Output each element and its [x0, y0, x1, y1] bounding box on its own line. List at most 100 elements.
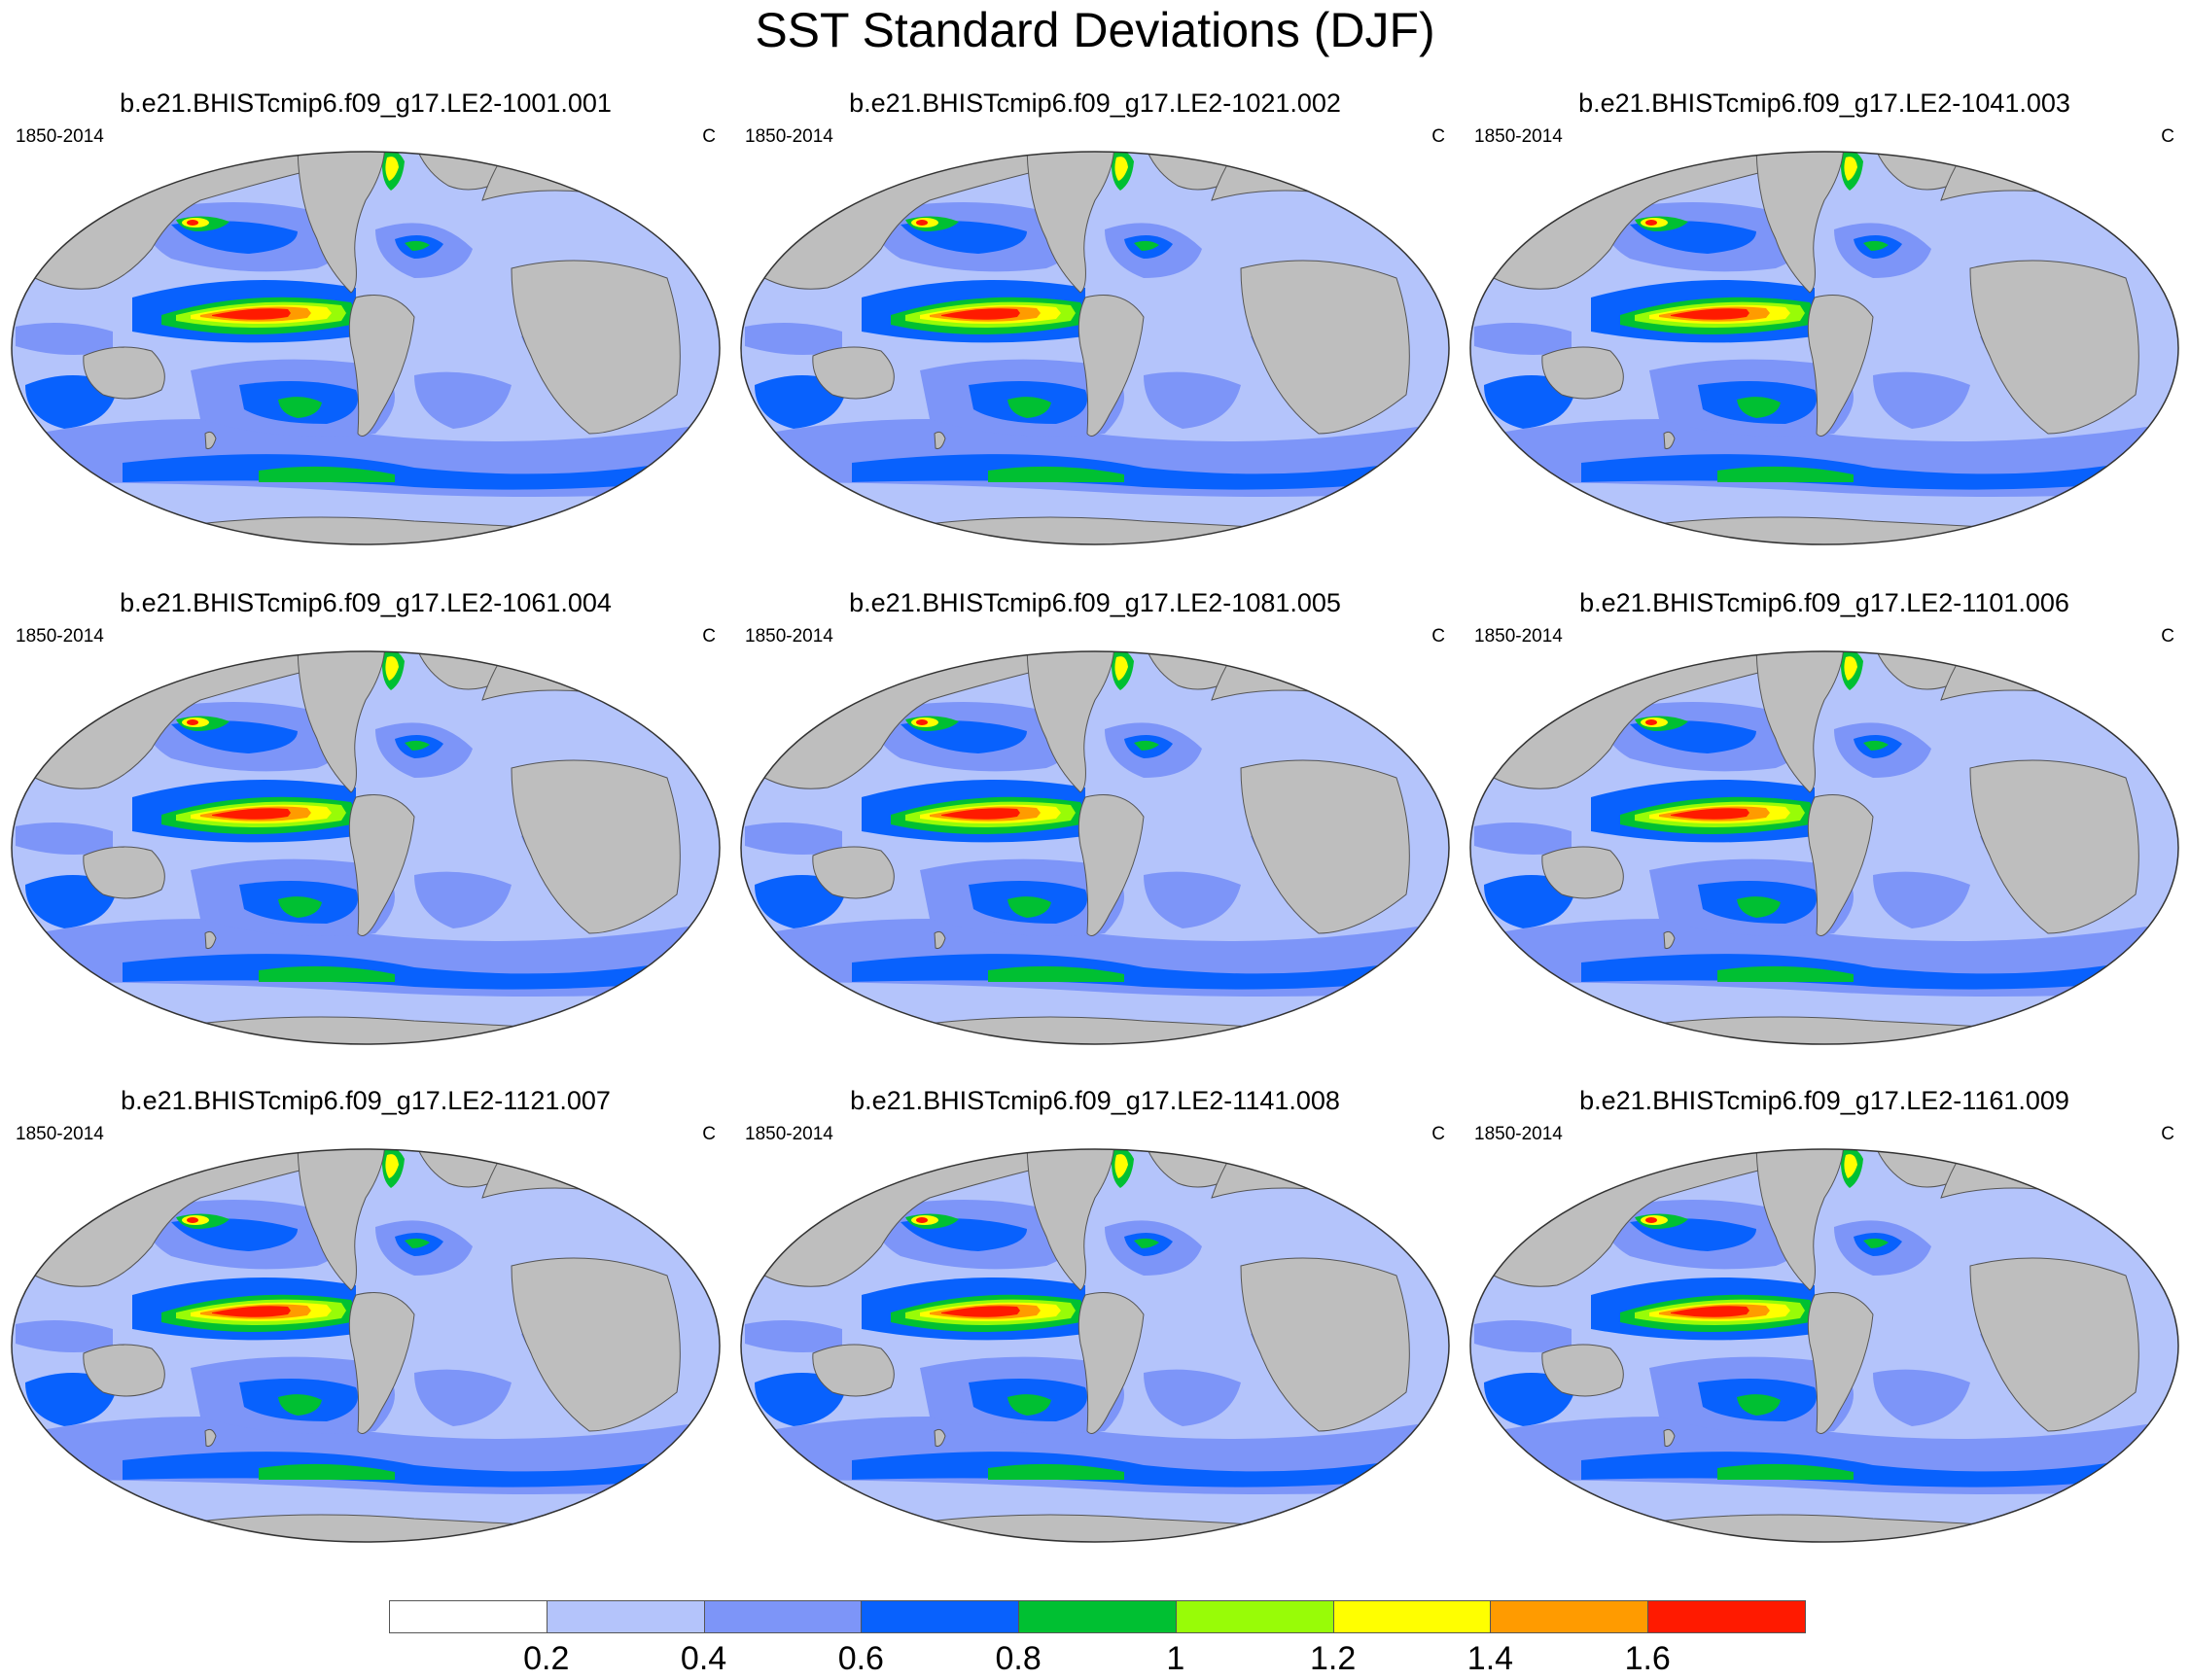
map-panel: b.e21.BHISTcmip6.f09_g17.LE2-1141.008 18… — [735, 1081, 1455, 1548]
southern-ocean-deep — [123, 1452, 667, 1488]
enso-red — [1671, 1306, 1749, 1317]
new-zealand-land — [1663, 930, 1676, 949]
enso-red — [1671, 808, 1749, 820]
enso-red — [212, 808, 291, 820]
enso-red — [941, 808, 1020, 820]
south-pacific-green — [1737, 896, 1781, 918]
gulf-stream-green — [405, 1238, 430, 1248]
gulf-stream-green — [1863, 240, 1889, 251]
australia-land — [812, 1344, 895, 1397]
southern-ocean-green — [1717, 1463, 1854, 1480]
southern-ocean-deep — [1581, 1452, 2126, 1488]
indian-ocean-deep — [755, 875, 847, 928]
gulf-stream-green — [1863, 1238, 1889, 1248]
south-atlantic-mid — [1144, 371, 1241, 429]
colorbar-swatch — [546, 1600, 705, 1633]
gulf-stream-green — [1863, 740, 1889, 751]
units-label: C — [2161, 1124, 2174, 1144]
units-label: C — [1431, 626, 1445, 647]
new-zealand-land — [204, 1428, 217, 1447]
south-america-land — [1807, 1292, 1874, 1434]
indian-ocean-deep — [755, 375, 847, 429]
colorbar-tick-label: 0.4 — [680, 1640, 727, 1677]
south-pacific-green — [1737, 397, 1781, 418]
australia-land — [83, 846, 165, 899]
labrador-yellow — [1844, 157, 1857, 181]
south-pacific-green — [1007, 1394, 1051, 1416]
colorbar-tick-label: 1.2 — [1310, 1640, 1357, 1677]
southern-ocean-deep — [123, 454, 667, 490]
africa-land — [511, 1257, 681, 1432]
enso-red — [941, 308, 1020, 320]
map-panel: b.e21.BHISTcmip6.f09_g17.LE2-1121.007 18… — [6, 1081, 725, 1548]
africa-land — [1240, 759, 1410, 934]
north-america-land — [297, 1149, 386, 1291]
africa-land — [511, 260, 681, 435]
north-america-land — [1026, 651, 1115, 793]
colorbar-swatch — [1018, 1600, 1177, 1633]
new-zealand-land — [934, 431, 946, 449]
gulf-stream-green — [1134, 740, 1159, 751]
southern-ocean-green — [259, 965, 395, 982]
new-zealand-land — [934, 1428, 946, 1447]
panel-title: b.e21.BHISTcmip6.f09_g17.LE2-1041.003 — [1578, 88, 2070, 118]
gulf-stream-green — [1134, 240, 1159, 251]
figure-title: SST Standard Deviations (DJF) — [755, 3, 1435, 57]
kuroshio-red — [187, 220, 198, 226]
labrador-yellow — [1114, 157, 1128, 181]
gulf-stream-green — [405, 740, 430, 751]
panel-title: b.e21.BHISTcmip6.f09_g17.LE2-1161.009 — [1579, 1086, 2069, 1115]
period-label: 1850-2014 — [1474, 126, 1563, 147]
indian-ocean-mid — [16, 822, 113, 855]
period-label: 1850-2014 — [745, 1124, 833, 1144]
sst-map — [740, 151, 1450, 545]
sst-map — [1469, 151, 2179, 545]
units-label: C — [2161, 126, 2174, 147]
map-panel: b.e21.BHISTcmip6.f09_g17.LE2-1041.003 18… — [1465, 84, 2184, 550]
southern-ocean-green — [259, 466, 395, 482]
australia-land — [1541, 1344, 1624, 1397]
map-panel: b.e21.BHISTcmip6.f09_g17.LE2-1081.005 18… — [735, 583, 1455, 1050]
south-america-land — [1077, 794, 1145, 936]
kuroshio-red — [187, 1217, 198, 1223]
new-zealand-land — [1663, 1428, 1676, 1447]
colorbar-swatch — [703, 1600, 863, 1633]
southern-ocean-deep — [852, 454, 1396, 490]
southern-ocean-green — [988, 466, 1124, 482]
southern-ocean-green — [1717, 965, 1854, 982]
south-america-land — [348, 794, 415, 936]
units-label: C — [2161, 626, 2174, 647]
map-panel: b.e21.BHISTcmip6.f09_g17.LE2-1021.002 18… — [735, 84, 1455, 550]
indian-ocean-deep — [1484, 875, 1576, 928]
colorbar-swatch — [1175, 1600, 1334, 1633]
indian-ocean-deep — [1484, 375, 1576, 429]
sst-map — [740, 650, 1450, 1045]
colorbar-tick-label: 0.2 — [523, 1640, 570, 1677]
south-america-land — [1807, 295, 1874, 437]
sst-map — [11, 1148, 721, 1543]
southern-ocean-deep — [852, 954, 1396, 990]
africa-land — [1240, 260, 1410, 435]
map-panel: b.e21.BHISTcmip6.f09_g17.LE2-1001.001 18… — [6, 84, 725, 550]
indian-ocean-deep — [25, 1373, 118, 1426]
north-america-land — [1755, 152, 1845, 294]
colorbar-swatch — [1647, 1600, 1806, 1633]
period-label: 1850-2014 — [745, 126, 833, 147]
kuroshio-red — [1645, 1217, 1657, 1223]
sst-map — [11, 151, 721, 545]
south-atlantic-mid — [414, 1369, 512, 1426]
map-boundary — [1469, 151, 2179, 545]
south-atlantic-mid — [414, 871, 512, 928]
new-zealand-land — [1663, 431, 1676, 449]
africa-land — [1969, 1257, 2139, 1432]
labrador-yellow — [1844, 656, 1857, 681]
map-boundary — [11, 650, 721, 1045]
kuroshio-red — [1645, 220, 1657, 226]
australia-land — [812, 846, 895, 899]
south-pacific-green — [1737, 1394, 1781, 1416]
colorbar-swatch — [1490, 1600, 1649, 1633]
indian-ocean-deep — [755, 1373, 847, 1426]
kuroshio-red — [916, 220, 928, 226]
enso-red — [212, 1306, 291, 1317]
indian-ocean-mid — [745, 323, 842, 355]
